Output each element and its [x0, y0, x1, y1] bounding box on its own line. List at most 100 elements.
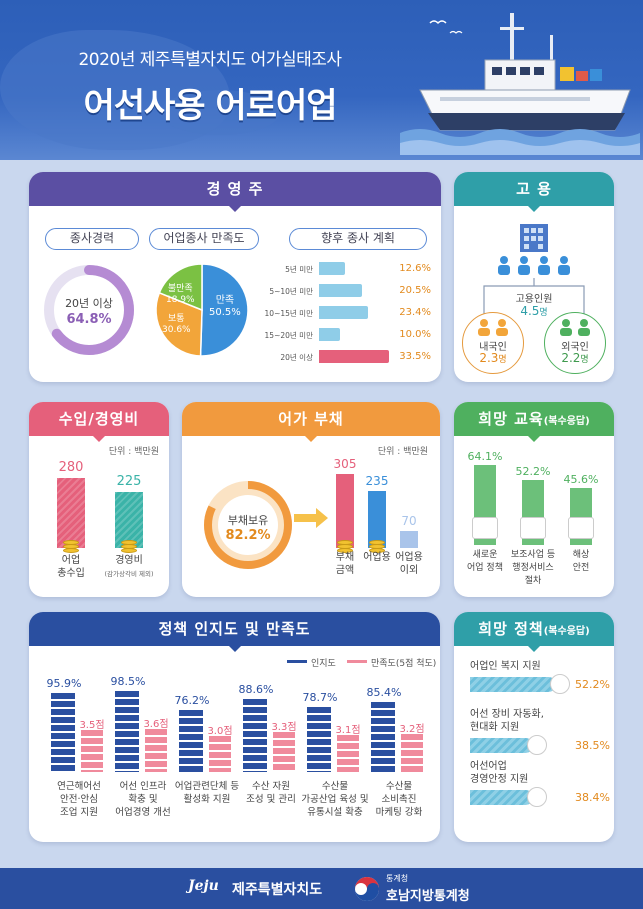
hope-policy-value: 52.2%	[575, 678, 610, 691]
policy-satisfaction-bar	[401, 733, 423, 772]
statistics-korea-emblem-icon	[355, 877, 379, 901]
education-title-bar: 희망 교육(복수응답)	[454, 402, 614, 436]
legend-satisfaction: 만족도(5점 척도)	[371, 659, 437, 669]
plan-row-value: 10.0%	[399, 329, 431, 340]
foreign-label: 외국인	[561, 342, 589, 353]
debt-bar-value: 70	[401, 514, 417, 529]
jeju-logo: Jeju	[188, 878, 219, 894]
jeju-island-shape	[0, 30, 230, 150]
policy-satisfaction-bar	[145, 728, 167, 772]
education-icon	[568, 517, 594, 539]
debt-holding-label: 부채보유	[227, 514, 269, 527]
education-title-note: (복수응답)	[543, 416, 590, 427]
domestic-value: 2.3	[479, 351, 499, 365]
education-bar-label: 해상 안전	[572, 550, 590, 573]
policy-awareness-bar	[179, 709, 203, 772]
survey-subtitle: 2020년 제주특별자치도 어가실태조사	[78, 50, 342, 70]
education-panel: 희망 교육(복수응답) 64.1% 새로운 어업 정책 52.2% 보조사업 등 행정서비…	[454, 402, 614, 597]
satisfied-value: 50.5%	[209, 307, 241, 318]
debt-bar-label: 어업용 이외	[395, 552, 423, 576]
foreign-value-line: 2.2명	[544, 351, 606, 365]
plan-row-value: 12.6%	[399, 263, 431, 274]
debt-unit: 단위 : 백만원	[377, 447, 428, 457]
policy-awareness-bar	[307, 707, 331, 772]
plan-label: 향후 종사 계획	[289, 228, 427, 250]
hope-policy-title-note: (복수응답)	[543, 626, 590, 637]
policy-item-label: 어업관련단체 등 활성화 지원	[174, 781, 240, 805]
policy-awareness-value: 88.6%	[238, 683, 274, 697]
hope-policy-label: 어업인 복지 지원	[470, 661, 541, 672]
debt-bar	[368, 490, 386, 548]
debt-holding-ring	[204, 481, 292, 569]
pie-slice-2	[158, 263, 203, 312]
hope-policy-label: 어선 장비 자동화, 현대화 지원	[470, 709, 544, 733]
coin	[369, 540, 385, 545]
policy-awareness-bar	[371, 701, 395, 772]
debt-bar-value: 305	[333, 457, 357, 471]
stat-name: 호남지방통계청	[386, 889, 470, 904]
policy-satisfaction-value: 3.6점	[143, 718, 169, 730]
plan-row-label: 20년 이상	[280, 353, 313, 362]
building-icon	[520, 224, 548, 252]
jeju-name: 제주특별자치도	[232, 882, 323, 898]
employment-connector	[483, 278, 585, 314]
domestic-workers-icon	[478, 319, 508, 336]
debt-holding-percent: 82.2%	[225, 528, 271, 543]
coins-icon	[369, 538, 385, 554]
plan-row-label: 15~20년 미만	[264, 331, 313, 340]
hope-policy-panel: 희망 정책(복수응답) 어업인 복지 지원 52.2% 어선 장비 자동화, 현대화 …	[454, 612, 614, 842]
policy-item-label: 수산물 소비촉진 마케팅 강화	[375, 781, 423, 818]
policy-awareness-value: 95.9%	[46, 677, 82, 691]
title-notch	[527, 435, 541, 442]
education-bar-label: 새로운 어업 정책	[467, 550, 503, 573]
hope-policy-label: 어선어업 경영안정 지원	[470, 761, 529, 785]
island-shape	[160, 90, 280, 135]
plan-bar	[319, 350, 389, 363]
policy-satisfaction-value: 3.2점	[399, 723, 425, 735]
plan-bar	[319, 328, 340, 341]
neutral-value: 30.6%	[162, 325, 191, 335]
debt-panel: 어가 부채 단위 : 백만원 부채보유 82.2% 305 부채 금액 235 어업용 7…	[182, 402, 440, 597]
pie-label-satisfied: 만족 50.5%	[209, 295, 241, 319]
fishing-ship-illustration	[400, 13, 640, 155]
policy-item-label: 연근해어선 안전·안심 조업 지원	[57, 781, 101, 818]
legend-awareness: 인지도	[311, 659, 336, 669]
hope-policy-bar	[470, 677, 556, 692]
header-banner: 2020년 제주특별자치도 어가실태조사 어선사용 어로어업	[0, 0, 643, 160]
income-bar-note: (감가상각비 제외)	[104, 570, 154, 578]
total-label: 고용인원	[515, 294, 553, 305]
policy-satisfaction-value: 3.1점	[335, 724, 361, 736]
satisfaction-pie-chart	[155, 263, 249, 357]
experience-label: 종사경력	[45, 228, 139, 250]
debt-bar	[336, 474, 354, 548]
coins-icon	[63, 538, 79, 554]
experience-ring-chart	[44, 265, 134, 355]
title-notch	[228, 205, 242, 212]
pie-slice-0	[199, 263, 249, 357]
policy-item-label: 수산물 가공산업 육성 및 유통시설 확충	[301, 781, 369, 818]
hope-policy-bar	[470, 738, 534, 753]
hope-policy-icon	[550, 674, 570, 694]
policy-satisfaction-bar	[209, 736, 231, 772]
dissatisfied-value: 18.9%	[166, 295, 195, 305]
hope-policy-bar	[470, 790, 534, 805]
management-panel: 경 영 주 종사경력 어업종사 만족도 향후 종사 계획 20년 이상 64.8…	[29, 172, 441, 382]
policy-satisfaction-bar	[273, 732, 295, 772]
footer: Jeju 제주특별자치도 통계청 호남지방통계청	[0, 868, 643, 909]
management-title: 경 영 주	[29, 172, 441, 206]
satisfied-name: 만족	[215, 295, 235, 306]
foreign-circle	[544, 312, 606, 374]
policy-awareness-bar	[51, 693, 75, 772]
hope-policy-value: 38.4%	[575, 791, 610, 804]
education-bar-value: 52.2%	[515, 464, 551, 478]
income-title: 수입/경영비	[29, 402, 169, 436]
policy-title: 정책 인지도 및 만족도	[29, 612, 440, 646]
worker-group-icon	[498, 256, 570, 275]
policy-satisfaction-value: 3.3점	[271, 722, 297, 734]
policy-satisfaction-bar	[337, 734, 359, 772]
income-bar-value: 225	[116, 473, 142, 489]
foreign-workers-icon	[560, 319, 590, 336]
hope-policy-icon	[527, 787, 548, 807]
experience-value-label: 20년 이상	[65, 297, 113, 310]
hope-policy-title-bar: 희망 정책(복수응답)	[454, 612, 614, 646]
